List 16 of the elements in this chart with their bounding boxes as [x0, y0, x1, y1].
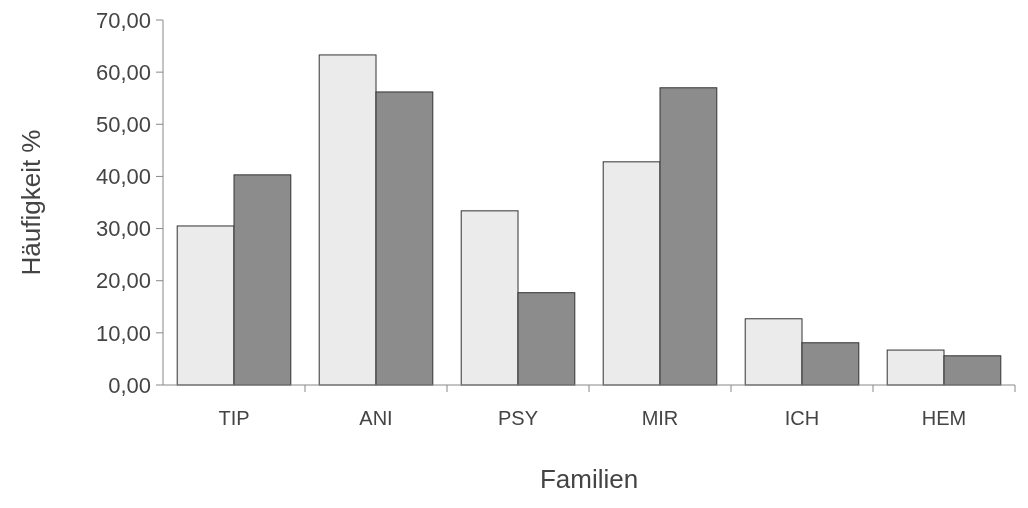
y-tick-label: 60,00 — [95, 59, 151, 85]
x-tick-label: HEM — [921, 407, 967, 429]
y-tick-label: 30,00 — [95, 216, 151, 242]
y-tick-label: 20,00 — [95, 268, 151, 294]
y-axis-title: Häufigkeit % — [16, 129, 46, 276]
x-tick-label: ANI — [359, 407, 393, 429]
y-tick-label: 70,00 — [95, 7, 151, 33]
x-tick-label: PSY — [497, 407, 539, 429]
y-tick-label: 10,00 — [95, 320, 151, 346]
x-tick-label: TIP — [218, 407, 250, 429]
y-tick-label: 40,00 — [95, 164, 151, 190]
y-tick-label: 0,00 — [108, 372, 151, 398]
x-axis-title: Familien — [539, 464, 639, 494]
x-tick-label: MIR — [641, 407, 679, 429]
x-tick-label: ICH — [784, 407, 820, 429]
y-tick-label: 50,00 — [95, 111, 151, 137]
